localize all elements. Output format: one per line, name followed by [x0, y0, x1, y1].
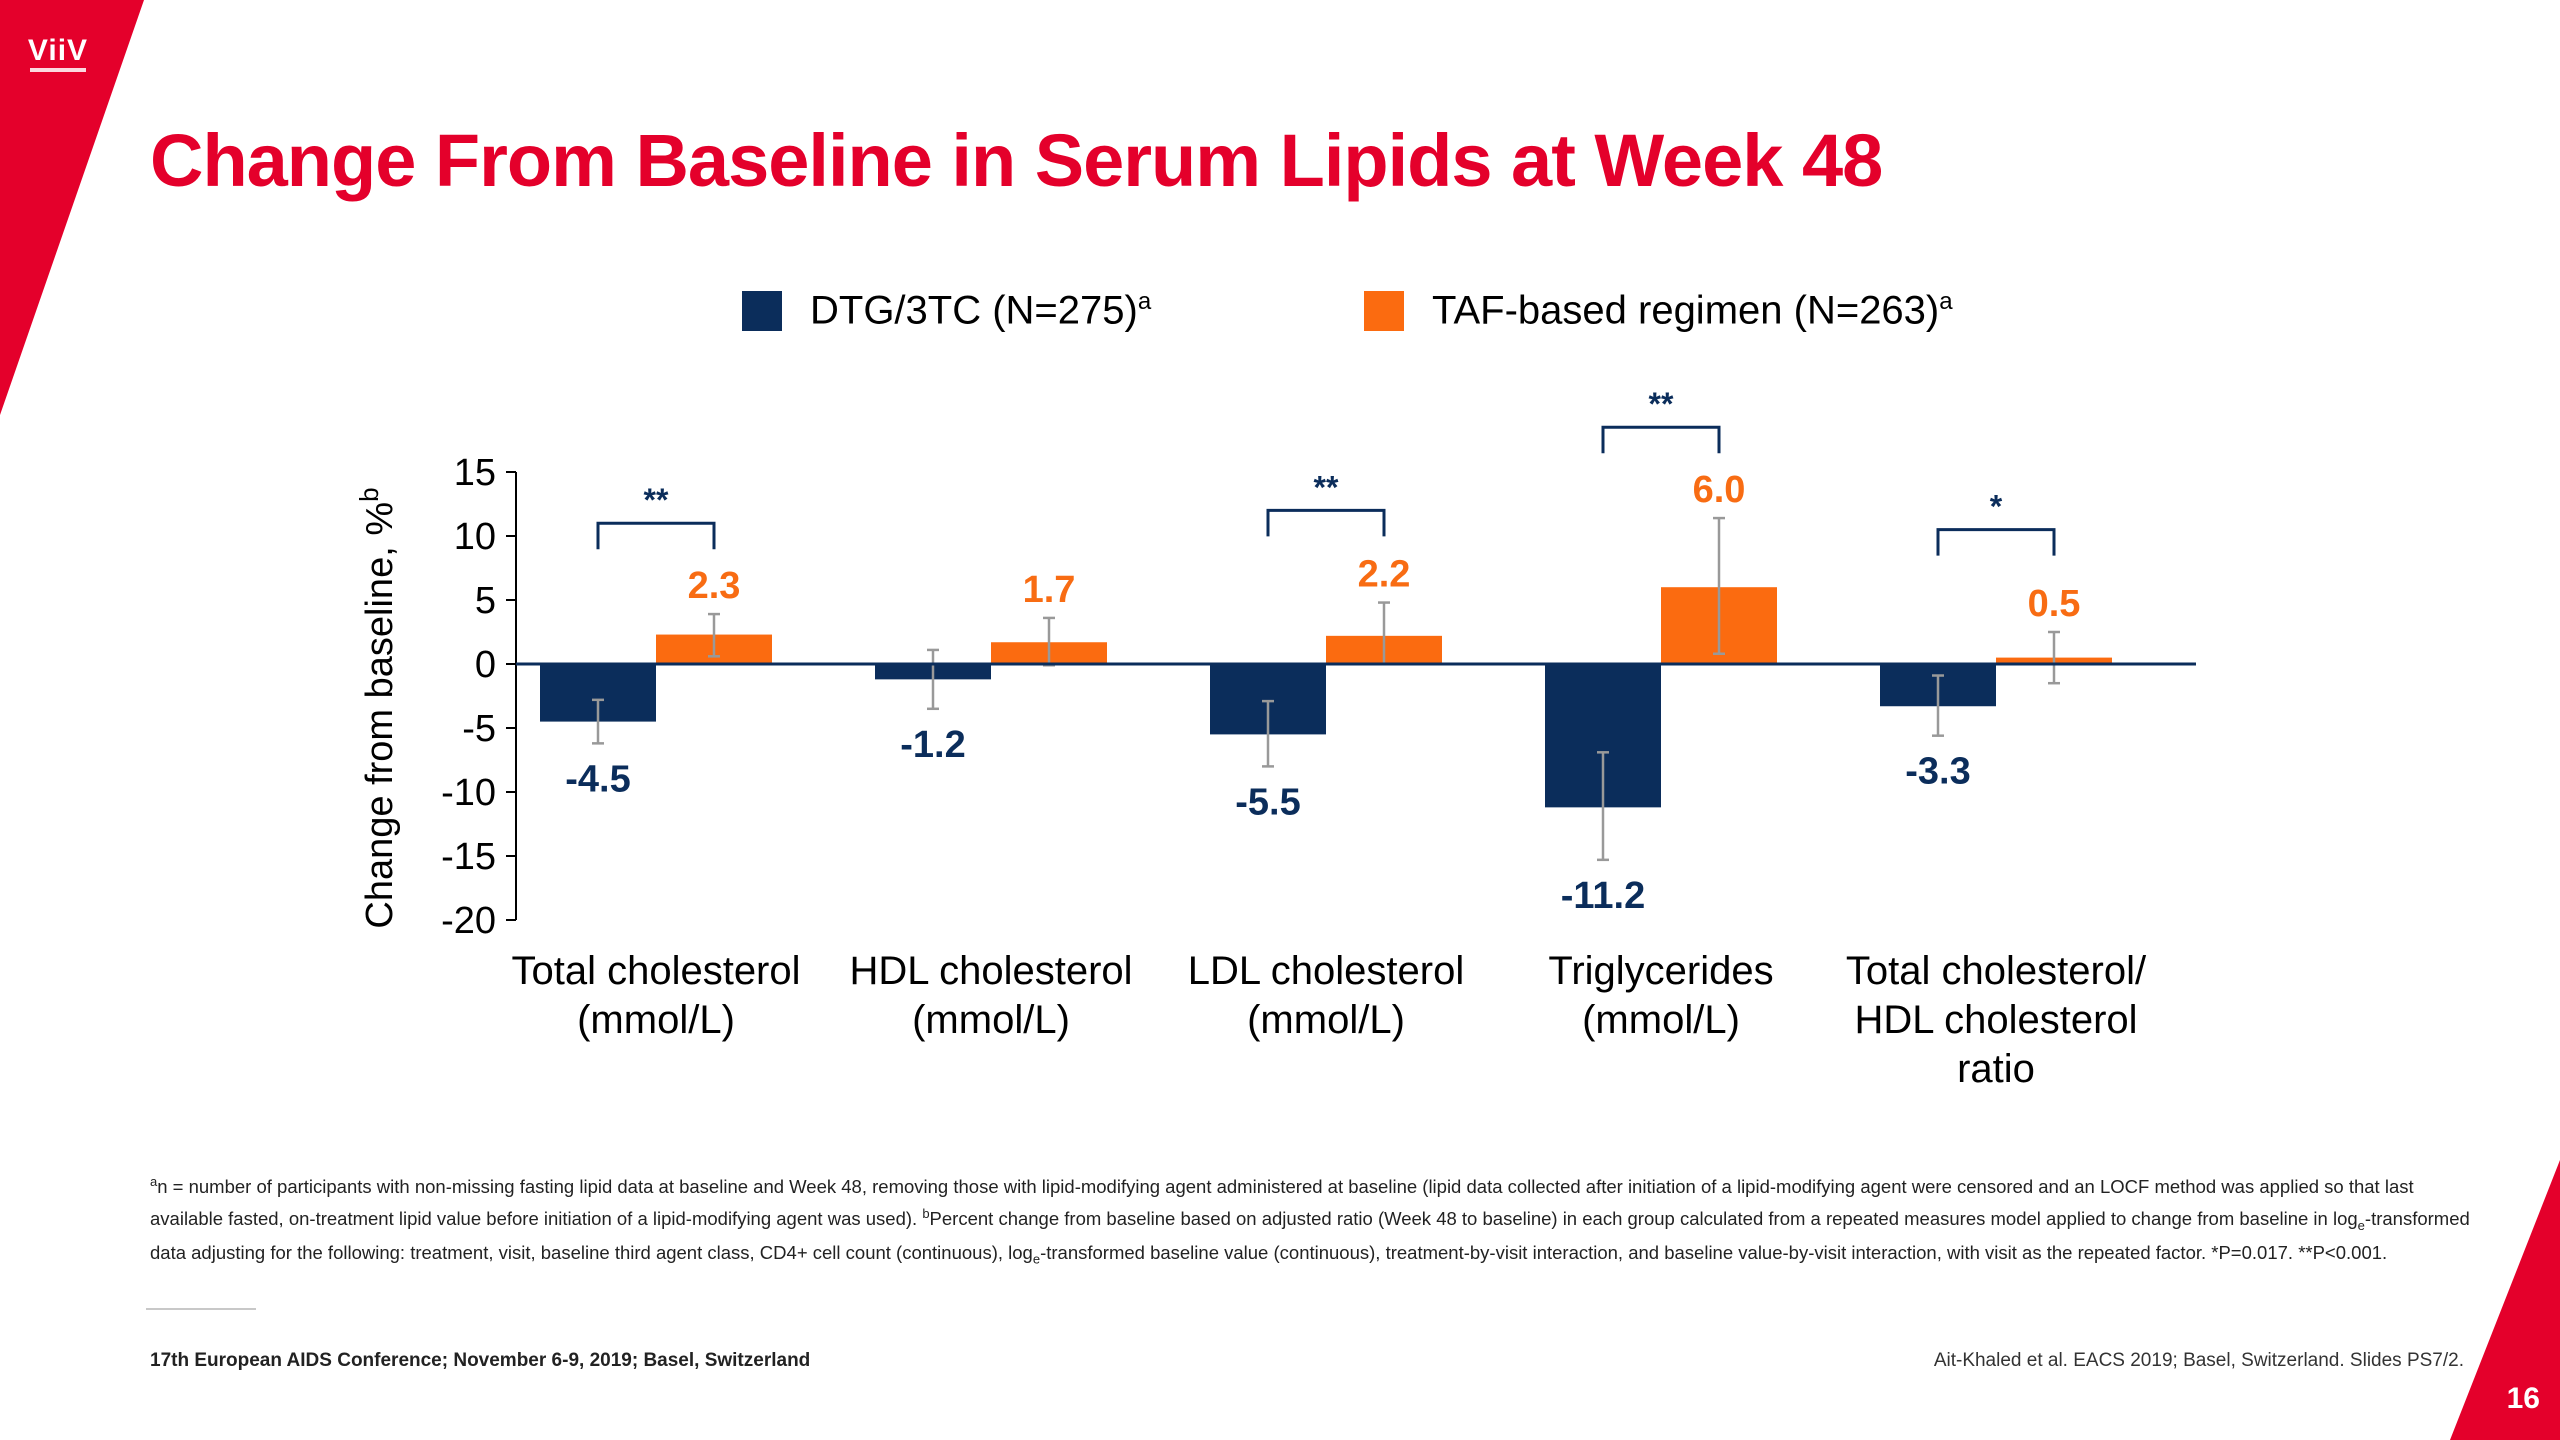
- citation: Ait-Khaled et al. EACS 2019; Basel, Swit…: [1933, 1350, 2464, 1371]
- y-tick-label: -15: [441, 836, 496, 878]
- legend-item-taf: TAF-based regimen (N=263)a: [1364, 288, 1953, 333]
- data-label: -11.2: [1561, 875, 1646, 917]
- footnote-segment: e: [2357, 1218, 2365, 1233]
- bar-chart: 15 10 5 0 -5 -10 -15 -20 Change from baseline, %…: [354, 386, 2196, 1091]
- chart-legend: DTG/3TC (N=275)a TAF-based regimen (N=26…: [0, 288, 2560, 348]
- data-label: 1.7: [1023, 569, 1076, 611]
- legend-swatch-dtg: [742, 290, 782, 331]
- significance-bracket: [1601, 425, 1721, 454]
- data-label: -5.5: [1235, 781, 1300, 823]
- y-tick-label: 0: [475, 644, 496, 686]
- corner-red-shape: [0, 0, 144, 415]
- significance-label: *: [1990, 489, 2003, 525]
- x-category-label: (mmol/L): [577, 998, 735, 1042]
- y-axis-title: Change from baseline, %b: [354, 487, 401, 928]
- x-category-label: Total cholesterol/: [1846, 949, 2147, 993]
- y-tick-label: 5: [475, 580, 496, 622]
- data-label: 2.2: [1358, 554, 1411, 596]
- x-category-label: LDL cholesterol: [1188, 949, 1464, 993]
- footnote-segment: -transformed data adjusting for the foll…: [150, 1208, 2470, 1263]
- footnote-segment: a: [150, 1174, 158, 1189]
- logo-underline: [30, 68, 86, 72]
- footnote-segment: -transformed baseline value (continuous)…: [1040, 1242, 2388, 1263]
- conference-info: 17th European AIDS Conference; November …: [150, 1350, 811, 1371]
- footnote-segment: n = number of participants with non-miss…: [150, 1176, 2414, 1230]
- x-category-label: (mmol/L): [1247, 998, 1405, 1042]
- legend-label-taf: TAF-based regimen (N=263)a: [1432, 288, 1953, 333]
- x-category-label: Total cholesterol: [511, 949, 800, 993]
- y-tick-label: -5: [462, 708, 496, 750]
- slide-title: Change From Baseline in Serum Lipids at …: [150, 119, 1883, 202]
- significance-label: **: [644, 482, 669, 518]
- data-label: -4.5: [565, 758, 630, 800]
- x-category-label: (mmol/L): [912, 998, 1070, 1042]
- significance-bracket: [1936, 528, 2056, 556]
- significance-label: **: [1649, 386, 1674, 422]
- corner-red-shape-bottom: [2450, 1160, 2560, 1440]
- footnote-segment: e: [1032, 1251, 1041, 1267]
- y-axis-title-text: Change from baseline, %: [359, 502, 401, 929]
- footnote-segment: b: [922, 1206, 930, 1222]
- data-label: 0.5: [2028, 583, 2081, 625]
- data-label: -3.3: [1905, 751, 1970, 793]
- data-label: -1.2: [900, 724, 965, 766]
- x-category-label: Triglycerides: [1548, 949, 1773, 993]
- viiv-logo: ViiV: [27, 34, 89, 67]
- x-category-label: HDL cholesterol: [849, 949, 1132, 993]
- data-label: 6.0: [1693, 469, 1746, 511]
- legend-label-dtg: DTG/3TC (N=275)a: [810, 288, 1152, 333]
- footnote: an = number of participants with non-mis…: [150, 1168, 2490, 1273]
- y-tick-label: -20: [441, 900, 496, 942]
- data-label: 2.3: [688, 565, 741, 607]
- x-category-label: (mmol/L): [1582, 998, 1740, 1042]
- legend-swatch-taf: [1364, 290, 1404, 331]
- y-tick-label: 15: [454, 452, 496, 494]
- page-number: 16: [2506, 1382, 2540, 1415]
- footnote-segment: Percent change from baseline based on ad…: [929, 1208, 2358, 1230]
- y-tick-label: 10: [454, 516, 496, 558]
- y-tick-label: -10: [441, 772, 496, 814]
- significance-label: **: [1314, 469, 1339, 505]
- y-axis-title-sup: b: [354, 487, 384, 501]
- significance-bracket: [596, 521, 716, 550]
- x-category-label: HDL cholesterol: [1854, 998, 2137, 1042]
- legend-item-dtg: DTG/3TC (N=275)a: [742, 288, 1151, 333]
- footer-divider: [146, 1308, 256, 1310]
- x-category-label: ratio: [1957, 1047, 2035, 1091]
- significance-bracket: [1266, 508, 1386, 537]
